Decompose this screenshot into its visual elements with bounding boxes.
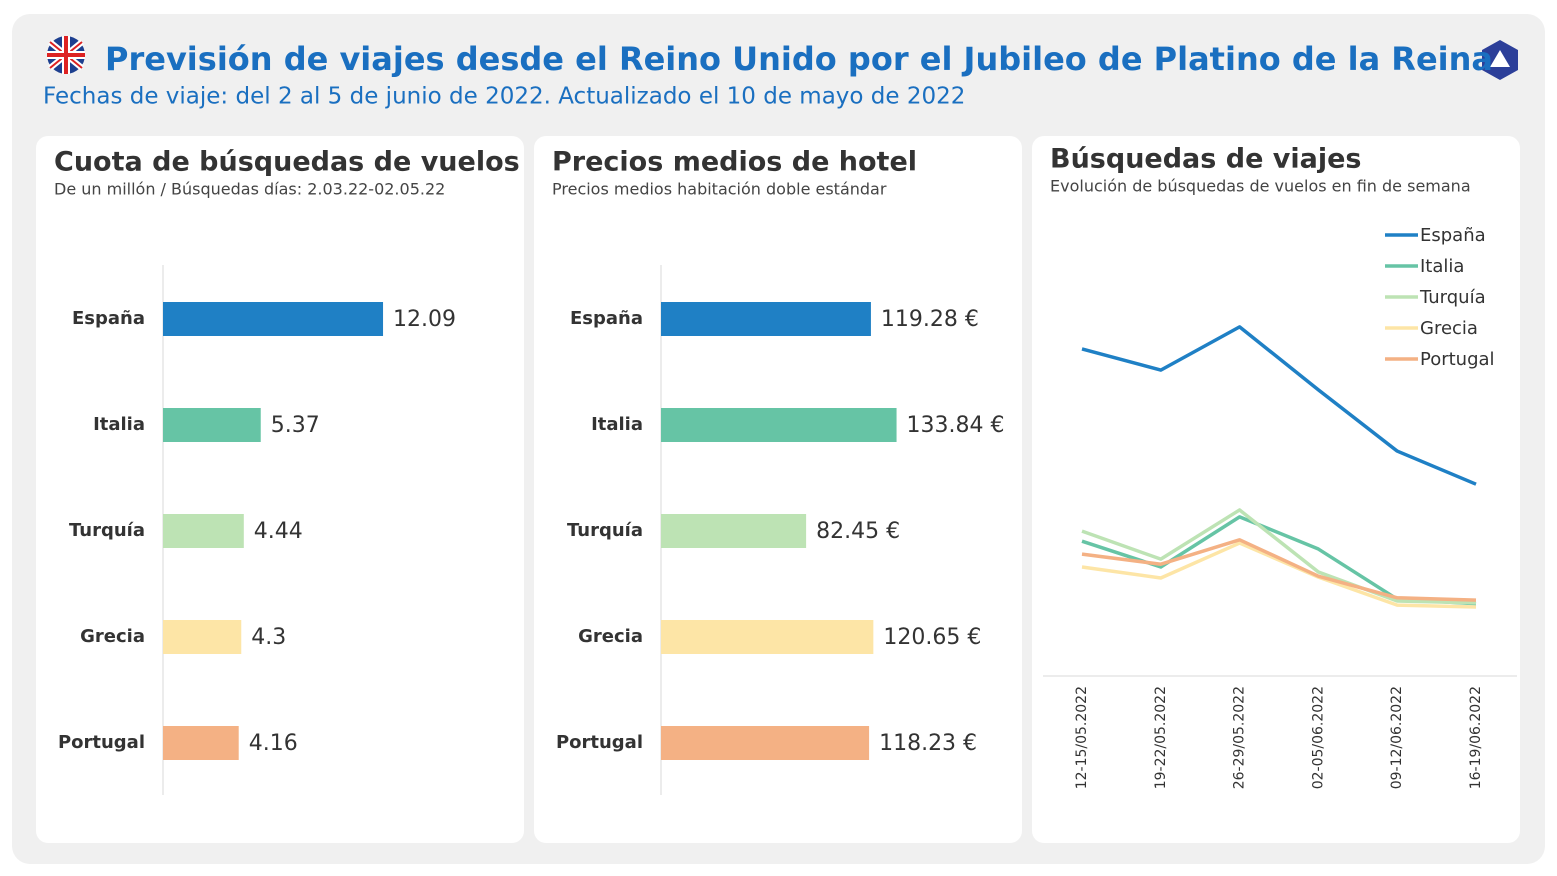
legend-label: Italia <box>1420 256 1464 277</box>
bar <box>661 726 870 760</box>
chart-title: Cuota de búsquedas de vuelos <box>54 147 520 178</box>
category-label: Portugal <box>556 732 643 753</box>
value-label: 4.16 <box>249 731 298 756</box>
logo <box>1482 40 1518 80</box>
bar <box>661 302 871 336</box>
value-label: 4.3 <box>251 625 286 650</box>
category-label: Turquía <box>567 520 643 541</box>
chart-subtitle: Evolución de búsquedas de vuelos en fin … <box>1050 177 1471 196</box>
chart-title: Búsquedas de viajes <box>1050 144 1362 175</box>
card <box>36 136 524 843</box>
page-title: Previsión de viajes desde el Reino Unido… <box>105 40 1493 78</box>
category-label: Turquía <box>69 520 145 541</box>
x-tick-label: 16-19/06.2022 <box>1468 686 1484 789</box>
x-tick-label: 02-05/06.2022 <box>1310 686 1326 789</box>
value-label: 82.45 € <box>816 519 900 544</box>
legend-label: Portugal <box>1420 349 1495 370</box>
bar <box>163 726 239 760</box>
x-tick-label: 12-15/05.2022 <box>1074 686 1090 789</box>
value-label: 4.44 <box>254 519 303 544</box>
card <box>534 136 1022 843</box>
category-label: Grecia <box>578 626 643 647</box>
value-label: 133.84 € <box>907 413 1005 438</box>
bar <box>163 408 261 442</box>
category-label: España <box>72 308 145 329</box>
bar <box>661 620 874 654</box>
category-label: Grecia <box>80 626 145 647</box>
category-label: Portugal <box>58 732 145 753</box>
x-tick-label: 09-12/06.2022 <box>1389 686 1405 789</box>
chart-title: Precios medios de hotel <box>552 147 917 178</box>
x-tick-label: 19-22/05.2022 <box>1153 686 1169 789</box>
value-label: 119.28 € <box>881 307 979 332</box>
category-label: España <box>570 308 643 329</box>
line <box>1081 325 1477 486</box>
uk-flag <box>47 36 85 74</box>
card <box>1032 136 1520 843</box>
bar <box>661 514 807 548</box>
legend-label: Turquía <box>1419 287 1486 308</box>
value-label: 118.23 € <box>879 731 977 756</box>
bar <box>163 302 384 336</box>
line <box>1081 538 1477 602</box>
bar <box>163 620 242 654</box>
category-label: Italia <box>591 414 643 435</box>
value-label: 120.65 € <box>883 625 981 650</box>
chart-subtitle: Precios medios habitación doble estándar <box>552 180 887 199</box>
x-tick-label: 26-29/05.2022 <box>1232 686 1248 789</box>
legend-label: España <box>1420 225 1486 246</box>
bar <box>163 514 244 548</box>
bar <box>661 408 897 442</box>
value-label: 12.09 <box>393 307 456 332</box>
line <box>1081 508 1477 605</box>
value-label: 5.37 <box>271 413 320 438</box>
page-subtitle: Fechas de viaje: del 2 al 5 de junio de … <box>43 84 965 110</box>
legend-label: Grecia <box>1420 318 1478 339</box>
category-label: Italia <box>93 414 145 435</box>
chart-subtitle: De un millón / Búsquedas días: 2.03.22-0… <box>54 180 445 199</box>
line <box>1081 541 1477 609</box>
